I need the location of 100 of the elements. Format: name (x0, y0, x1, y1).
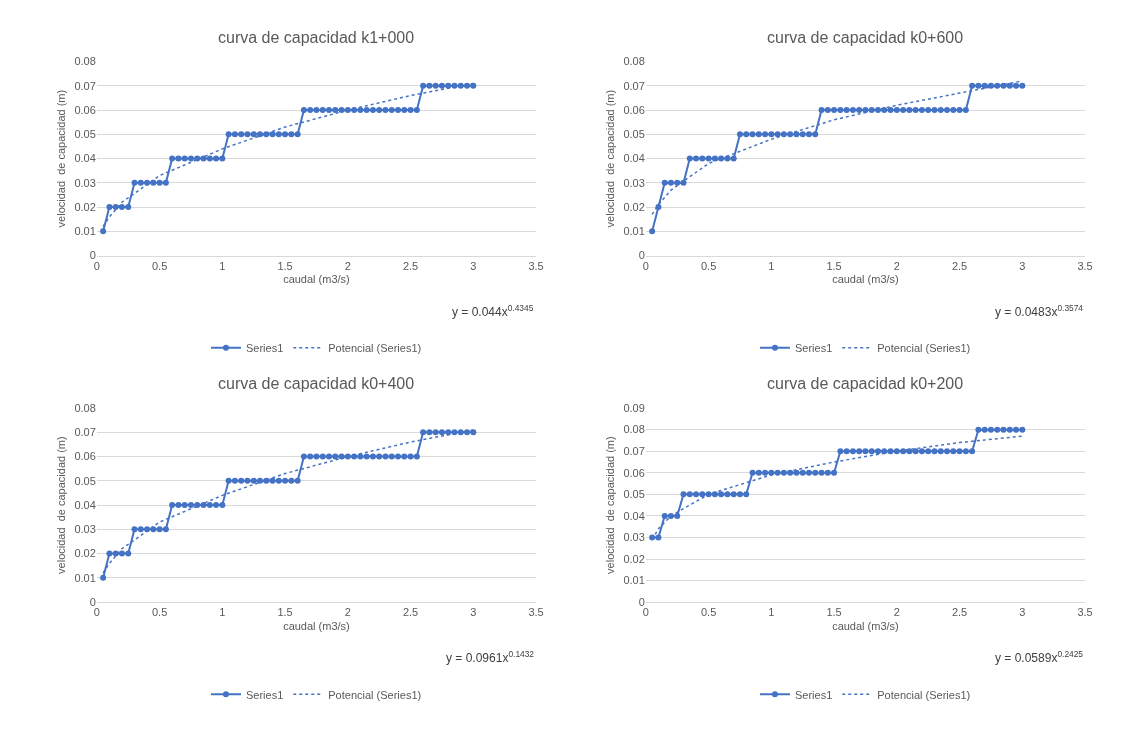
y-tick-label: 0.05 (623, 128, 645, 141)
point (730, 491, 737, 498)
point (238, 131, 245, 138)
point (457, 429, 464, 436)
point (906, 448, 913, 455)
point (413, 453, 420, 460)
point (464, 82, 471, 89)
y-tick-label: 0.08 (74, 55, 96, 68)
point (275, 477, 282, 484)
point (407, 453, 414, 460)
point (674, 512, 681, 519)
x-tick-label: 1.5 (826, 259, 842, 272)
point (300, 453, 307, 460)
point (376, 453, 383, 460)
y-tick-label: 0.01 (74, 571, 96, 584)
point (956, 448, 963, 455)
point (426, 429, 433, 436)
y-tick-label: 0.02 (623, 552, 645, 565)
point (332, 107, 339, 114)
point (780, 469, 787, 476)
x-tick-label: 3.5 (1077, 259, 1093, 272)
legend-label: Series1 (794, 342, 833, 355)
point (388, 453, 395, 460)
point (363, 107, 370, 114)
point (686, 155, 693, 162)
x-tick-label: 2.5 (402, 259, 419, 272)
point (925, 448, 932, 455)
point (693, 155, 700, 162)
point (382, 453, 389, 460)
text: y = 0.044x$^{0.4345}$ (452, 303, 534, 320)
x-tick-label: 2 (893, 259, 900, 272)
point (432, 429, 439, 436)
point (250, 131, 257, 138)
point (818, 469, 825, 476)
point (674, 179, 681, 186)
point (238, 477, 245, 484)
y-tick-label: 0.03 (623, 176, 645, 189)
point (699, 155, 706, 162)
point (805, 131, 812, 138)
point (1019, 426, 1026, 433)
point (931, 107, 938, 114)
point (307, 107, 314, 114)
legend-label: Series1 (245, 342, 284, 355)
point (118, 204, 125, 211)
point (862, 448, 869, 455)
point (225, 477, 232, 484)
x-tick-label: 1 (219, 606, 226, 619)
point (426, 82, 433, 89)
point (300, 107, 307, 114)
x-tick-label: 0.5 (151, 259, 168, 272)
point (931, 448, 938, 455)
point (906, 107, 913, 114)
point (987, 426, 994, 433)
point (282, 477, 289, 484)
y-tick-label: 0.06 (623, 466, 645, 479)
point (762, 469, 769, 476)
point (269, 477, 276, 484)
chart-title: curva de capacidad k0+400 (218, 375, 415, 392)
y-tick-label: 0.07 (623, 79, 645, 92)
point (1006, 82, 1013, 89)
point (868, 448, 875, 455)
y-tick-label: 0.06 (623, 103, 645, 116)
point (649, 228, 656, 235)
point (125, 204, 132, 211)
point (812, 469, 819, 476)
x-tick-label: 2.5 (951, 259, 968, 272)
x-tick-label: 2 (344, 259, 351, 272)
point (1013, 82, 1020, 89)
point (749, 469, 756, 476)
y-axis-title: velocidad de capacidad (m) (55, 89, 68, 228)
point (275, 131, 282, 138)
point (438, 82, 445, 89)
point (313, 107, 320, 114)
point (112, 204, 119, 211)
point (950, 107, 957, 114)
y-tick-label: 0.08 (623, 55, 645, 68)
point (231, 131, 238, 138)
point (413, 107, 420, 114)
point (975, 82, 982, 89)
point (956, 107, 963, 114)
x-tick-label: 1.5 (277, 259, 293, 272)
point (326, 453, 333, 460)
point (319, 453, 326, 460)
point (250, 477, 257, 484)
point (420, 429, 427, 436)
point (912, 107, 919, 114)
point (661, 179, 668, 186)
x-tick-label: 0.5 (700, 606, 717, 619)
chart-title: curva de capacidad k0+600 (767, 29, 964, 46)
y-tick-label: 0.08 (623, 423, 645, 436)
point (849, 448, 856, 455)
x-tick-label: 2 (893, 606, 900, 619)
point (987, 82, 994, 89)
x-axis-title: caudal (m3/s) (283, 619, 350, 632)
text: y = 0.0483x$^{0.3574}$ (995, 303, 1084, 320)
point (187, 155, 194, 162)
y-tick-label: 0.04 (623, 152, 645, 165)
point (705, 155, 712, 162)
point (313, 453, 320, 460)
point (288, 131, 295, 138)
